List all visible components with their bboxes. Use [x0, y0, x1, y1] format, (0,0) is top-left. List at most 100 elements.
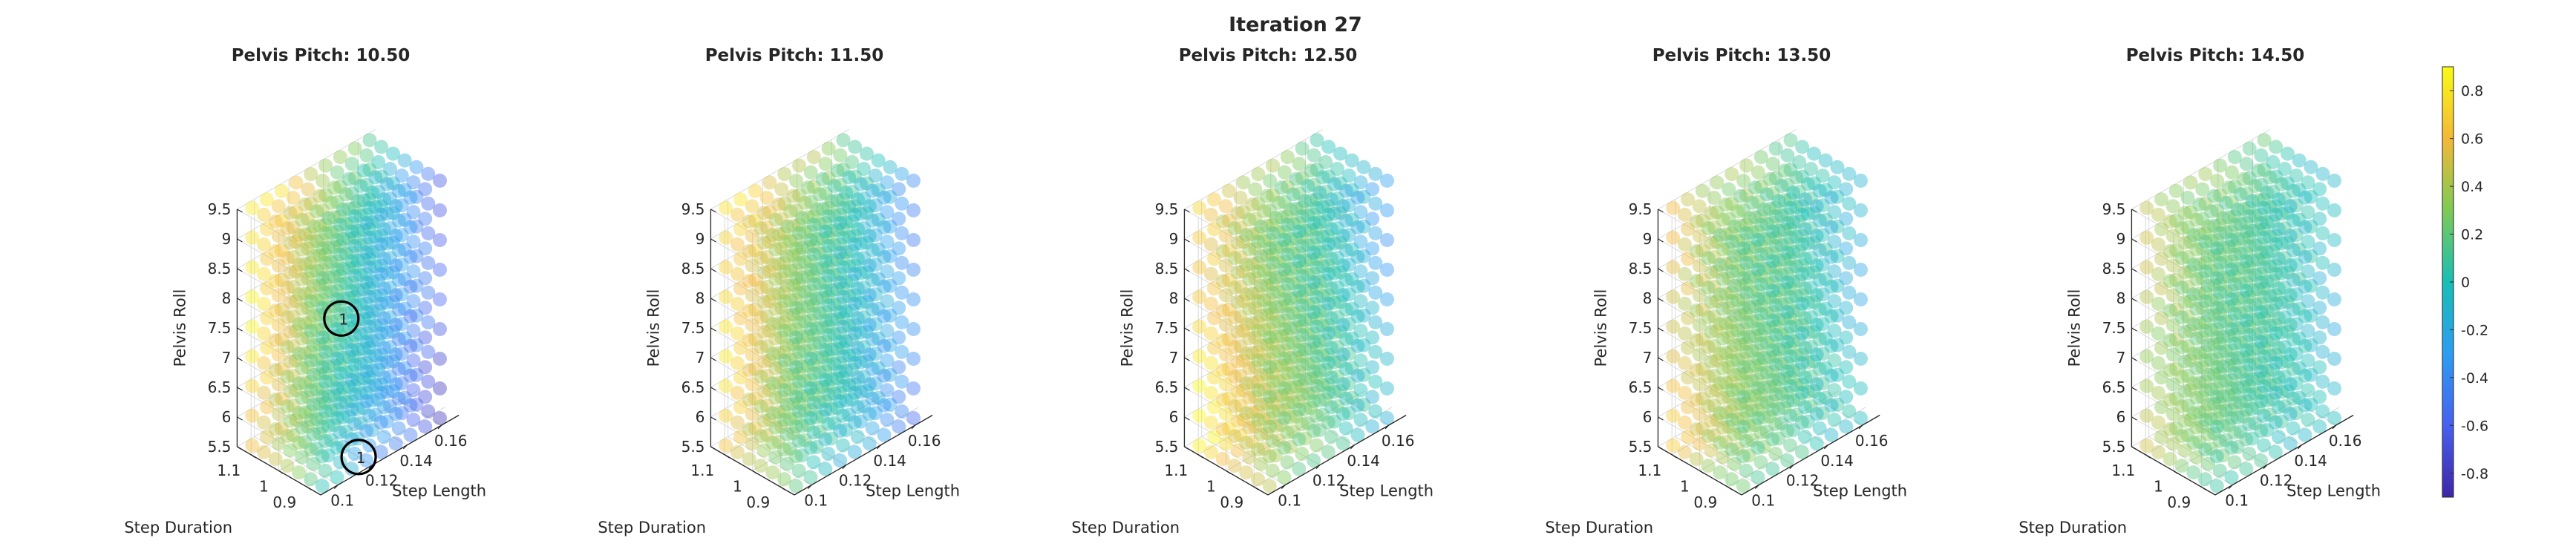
- data-point: [313, 426, 327, 441]
- data-point: [821, 269, 836, 283]
- data-point: [2239, 283, 2254, 298]
- data-point: [806, 455, 821, 470]
- data-point: [1750, 402, 1765, 417]
- data-point: [2239, 335, 2254, 349]
- data-point: [2289, 347, 2304, 361]
- z-tick-label: 9.5: [2102, 200, 2126, 218]
- grid-lines: [1657, 129, 1866, 496]
- data-points: [245, 133, 447, 493]
- x-axis-line: [794, 414, 933, 496]
- data-point: [1289, 349, 1304, 364]
- data-point: [1710, 175, 1725, 190]
- data-point: [362, 408, 377, 423]
- data-point: [1312, 364, 1327, 378]
- data-point: [2239, 462, 2254, 476]
- data-point: [1330, 310, 1344, 325]
- data-point: [386, 354, 400, 369]
- data-point: [1192, 438, 1207, 453]
- data-point: [1286, 395, 1301, 410]
- data-point: [733, 370, 748, 385]
- data-point: [295, 390, 310, 405]
- data-point: [2224, 410, 2239, 425]
- data-point: [1380, 233, 1394, 247]
- data-point: [789, 263, 804, 278]
- data-point: [1215, 274, 1230, 288]
- data-point: [1707, 220, 1722, 234]
- data-point: [2269, 169, 2284, 184]
- data-point: [2239, 372, 2254, 387]
- data-point: [1736, 330, 1750, 345]
- data-point: [1756, 439, 1771, 454]
- data-point: [1839, 360, 1854, 375]
- data-point: [315, 241, 330, 256]
- data-point: [2201, 397, 2215, 412]
- data-point: [809, 350, 824, 365]
- data-point: [1333, 354, 1347, 369]
- data-point: [1338, 272, 1353, 287]
- data-point: [2227, 455, 2242, 470]
- data-point: [1789, 407, 1804, 422]
- data-point: [2242, 239, 2257, 253]
- data-point: [1274, 388, 1289, 403]
- data-point: [1666, 319, 1681, 334]
- data-point: [1710, 324, 1725, 338]
- data-point: [1800, 236, 1815, 251]
- data-point: [1307, 246, 1321, 260]
- data-point: [2198, 324, 2212, 338]
- data-point: [2248, 298, 2263, 312]
- data-point: [433, 203, 447, 217]
- data-point: [862, 377, 877, 392]
- data-point: [359, 237, 374, 252]
- data-point: [2239, 186, 2254, 201]
- data-point: [1304, 401, 1318, 416]
- z-axis-label: Pelvis Roll: [1118, 289, 1136, 367]
- data-point: [2260, 186, 2275, 200]
- data-point: [1307, 335, 1321, 349]
- data-point: [719, 408, 733, 423]
- data-point: [827, 387, 842, 401]
- data-point: [733, 400, 748, 415]
- data-point: [304, 413, 318, 427]
- data-point: [806, 298, 821, 313]
- data-point: [1227, 429, 1242, 444]
- data-point: [1248, 211, 1263, 226]
- data-point: [1789, 348, 1804, 363]
- data-point: [2165, 318, 2180, 332]
- data-point: [1719, 346, 1733, 361]
- data-point: [1818, 301, 1833, 316]
- data-point: [1807, 146, 1821, 161]
- data-point: [1809, 199, 1824, 214]
- data-point: [379, 384, 394, 399]
- data-point: [1192, 408, 1207, 423]
- data-point: [2283, 407, 2298, 421]
- data-point: [1818, 390, 1833, 405]
- data-point: [1750, 194, 1765, 209]
- data-point: [2201, 427, 2215, 442]
- data-point: [833, 326, 848, 341]
- data-point: [1245, 227, 1260, 242]
- data-point: [2183, 205, 2198, 220]
- data-point: [1215, 393, 1230, 407]
- data-point: [2233, 306, 2248, 321]
- data-point: [1295, 200, 1310, 215]
- data-point: [2224, 194, 2239, 209]
- data-point: [1812, 183, 1827, 198]
- data-point: [1251, 286, 1266, 301]
- data-point: [865, 183, 880, 198]
- data-point: [280, 310, 295, 325]
- data-point: [2224, 440, 2239, 455]
- data-point: [359, 326, 374, 341]
- data-point: [339, 395, 353, 410]
- data-point: [409, 338, 424, 352]
- data-point: [304, 345, 318, 360]
- data-point: [1233, 428, 1248, 442]
- data-point: [1753, 150, 1768, 165]
- data-point: [1304, 371, 1318, 386]
- z-tick-label: 9: [696, 230, 705, 248]
- x-axis-line: [1741, 414, 1880, 496]
- data-point: [1750, 165, 1765, 180]
- data-point: [2180, 220, 2195, 234]
- data-point: [1786, 334, 1801, 349]
- data-point: [1765, 275, 1780, 290]
- data-point: [853, 236, 868, 251]
